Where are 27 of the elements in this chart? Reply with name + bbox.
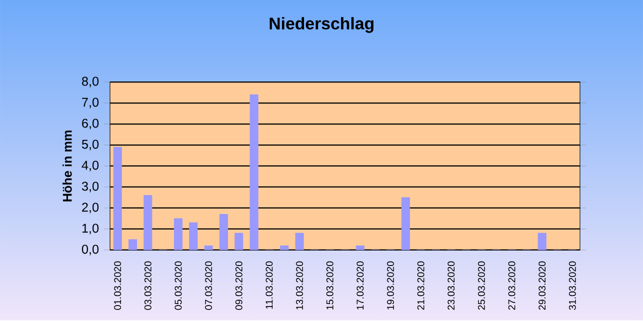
y-tick-label: 2,0 bbox=[82, 202, 99, 214]
x-tick-label: 31.03.2020 bbox=[568, 261, 576, 310]
chart-title: Niederschlag bbox=[270, 17, 374, 33]
x-tick-label: 17.03.2020 bbox=[356, 261, 364, 310]
x-tick-label: 11.03.2020 bbox=[266, 261, 273, 309]
x-tick-label: 29.03.2020 bbox=[538, 261, 546, 310]
x-tick-label: 23.03.2020 bbox=[448, 261, 455, 310]
x-tick-label: 01.03.2020 bbox=[114, 261, 122, 310]
x-tick-label: 19.03.2020 bbox=[387, 261, 394, 310]
y-tick-label: 4,0 bbox=[82, 160, 99, 172]
y-tick-label: 3,0 bbox=[82, 182, 99, 192]
y-tick-label: 7,0 bbox=[82, 98, 99, 108]
x-tick-label: 05.03.2020 bbox=[174, 261, 182, 310]
y-tick-label: 8,0 bbox=[82, 76, 99, 88]
x-tick-label: 27.03.2020 bbox=[508, 261, 516, 310]
y-tick-label: 5,0 bbox=[82, 140, 99, 150]
x-tick-label: 07.03.2020 bbox=[205, 261, 212, 310]
y-tick-label: 0,0 bbox=[82, 244, 99, 256]
y-axis-title: Höhe in mm bbox=[62, 130, 72, 202]
x-tick-label: 13.03.2020 bbox=[296, 261, 303, 310]
x-tick-label: 09.03.2020 bbox=[235, 261, 242, 310]
x-tick-label: 21.03.2020 bbox=[417, 261, 424, 310]
y-tick-label: 1,0 bbox=[82, 224, 99, 234]
x-tick-label: 25.03.2020 bbox=[478, 261, 485, 310]
x-tick-label: 03.03.2020 bbox=[144, 261, 152, 310]
x-tick-label: 15.03.2020 bbox=[326, 261, 334, 310]
y-tick-label: 6,0 bbox=[82, 118, 99, 130]
